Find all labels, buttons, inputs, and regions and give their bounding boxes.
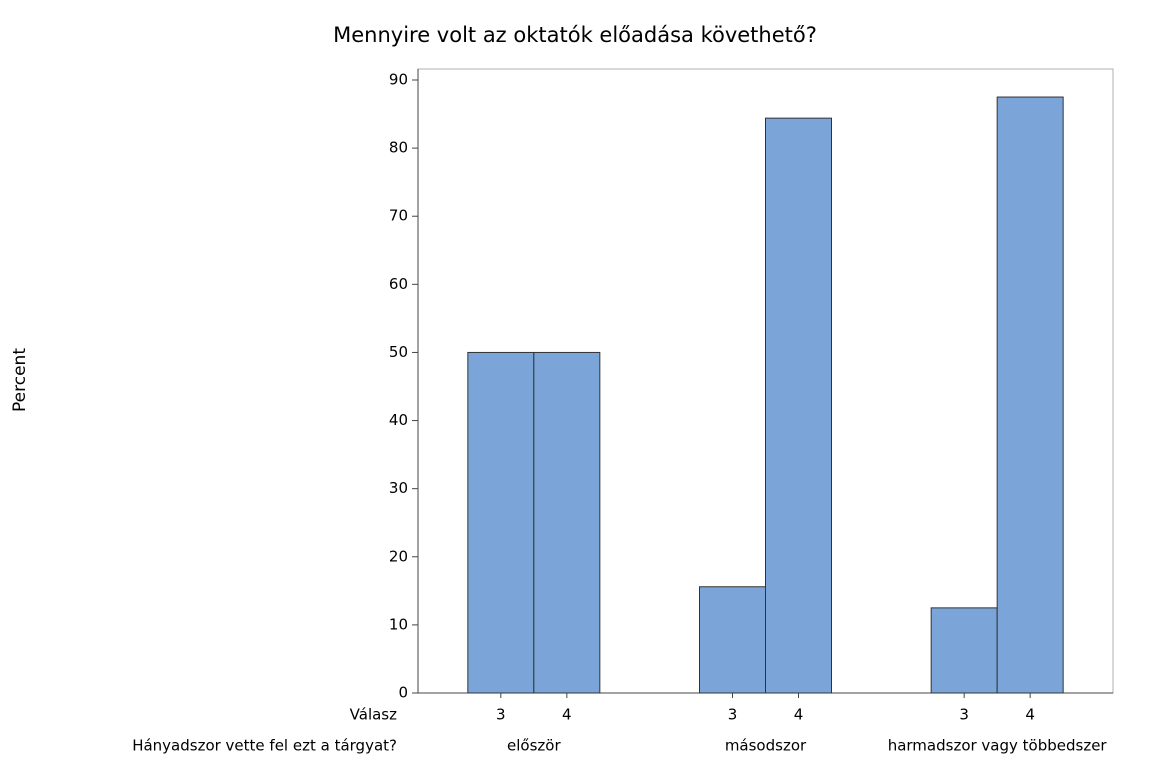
x-outer-label: Hányadszor vette fel ezt a tárgyat? [132,737,397,755]
y-axis-label: Percent [10,348,30,412]
y-tick-label: 20 [389,547,408,565]
x-group-label: harmadszor vagy többedszer [888,737,1108,755]
y-tick-label: 70 [389,207,408,225]
y-tick-label: 30 [389,479,408,497]
x-sub-label: 4 [1025,706,1035,724]
y-tick-label: 40 [389,411,408,429]
bar [765,117,832,694]
y-tick-label: 0 [398,684,408,702]
x-group-label: másodszor [725,737,807,755]
x-sub-label: 4 [794,706,804,724]
x-sub-label: 3 [728,706,738,724]
y-tick-label: 80 [389,139,408,157]
bar [467,351,535,694]
y-tick-label: 60 [389,275,408,293]
y-tick-label: 10 [389,615,408,633]
bar [533,351,601,694]
chart-title: Mennyire volt az oktatók előadása követh… [333,23,817,47]
x-inner-label: Válasz [350,706,397,724]
y-tick-label: 50 [389,343,408,361]
bar [996,96,1064,694]
x-sub-label: 3 [496,706,506,724]
x-sub-label: 4 [562,706,572,724]
bar [930,607,998,694]
bar [699,586,766,694]
x-group-label: először [507,737,561,755]
x-sub-label: 3 [959,706,969,724]
y-tick-label: 90 [389,71,408,89]
